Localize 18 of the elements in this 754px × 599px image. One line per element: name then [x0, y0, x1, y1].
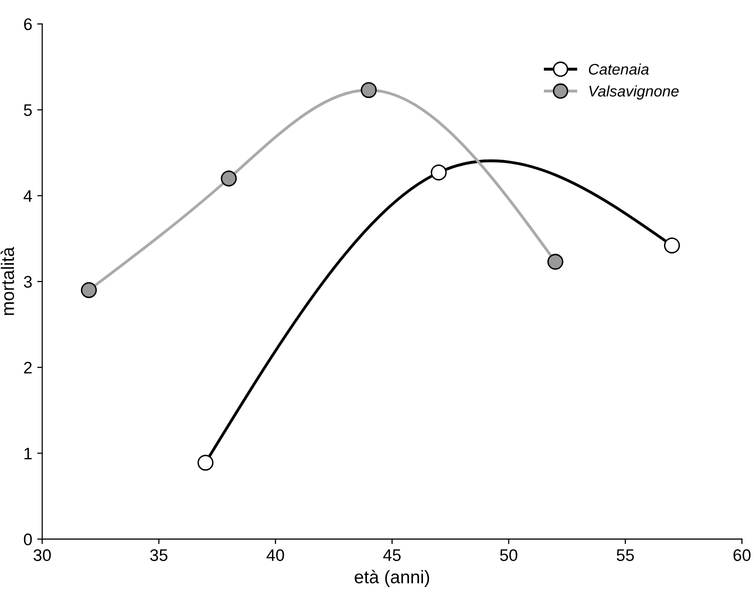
- y-tick-label: 2: [24, 362, 32, 374]
- x-axis-title: età (anni): [354, 570, 430, 587]
- legend-label: Valsavignone: [589, 85, 679, 100]
- y-tick-label: 5: [24, 104, 32, 116]
- x-tick-label: 50: [500, 549, 518, 562]
- x-tick-label: 55: [616, 549, 634, 562]
- y-tick-label: 0: [24, 534, 32, 546]
- y-tick-label: 1: [24, 448, 32, 460]
- x-tick-label: 60: [734, 549, 751, 562]
- y-tick-label: 3: [24, 276, 32, 288]
- legend-label: Catenaia: [588, 63, 649, 75]
- y-axis-title: mortalità: [0, 246, 14, 315]
- y-tick-label: 6: [24, 18, 32, 30]
- y-tick-label: 4: [24, 190, 32, 202]
- x-tick-label: 35: [150, 549, 168, 562]
- x-tick-label: 40: [266, 549, 284, 562]
- x-tick-label: 30: [34, 549, 51, 562]
- x-tick-label: 45: [383, 549, 401, 562]
